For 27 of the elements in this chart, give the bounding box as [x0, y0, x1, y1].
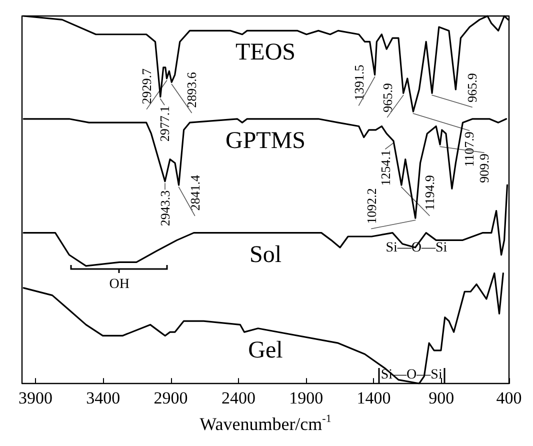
- x-tick-label: 2400: [221, 388, 256, 408]
- series-label: GPTMS: [225, 128, 306, 154]
- annotation: 2943.3: [157, 190, 172, 226]
- series-label: Sol: [249, 242, 282, 268]
- x-tick-label: 400: [496, 388, 522, 408]
- annotation: 909.9: [476, 154, 492, 183]
- x-tick-label: 900: [428, 388, 454, 408]
- annotation: 1254.1: [378, 150, 393, 186]
- annotation: 1194.9: [422, 175, 437, 210]
- series-label: TEOS: [236, 40, 296, 66]
- x-tick-label: 1400: [356, 388, 391, 408]
- annotation: Si—O—Si: [386, 240, 448, 256]
- x-tick-label: 3400: [86, 388, 120, 408]
- x-tick-label: 3900: [18, 388, 53, 408]
- annotation: OH: [109, 277, 130, 292]
- annotation: 1107.9: [462, 132, 477, 167]
- annotation: 2841.4: [187, 174, 202, 211]
- x-tick-label: 1900: [289, 388, 324, 408]
- annotation: 965.9: [380, 83, 395, 112]
- annotation: 2977.1: [156, 106, 172, 142]
- series-label: Gel: [248, 337, 284, 364]
- annotation: 2929.7: [139, 68, 154, 104]
- annotation: 2893.6: [184, 72, 200, 108]
- annotation: 965.9: [464, 73, 480, 102]
- annotation: 1092.2: [364, 188, 379, 224]
- x-tick-label: 2900: [154, 388, 188, 408]
- annotation: 1391.5: [351, 64, 366, 101]
